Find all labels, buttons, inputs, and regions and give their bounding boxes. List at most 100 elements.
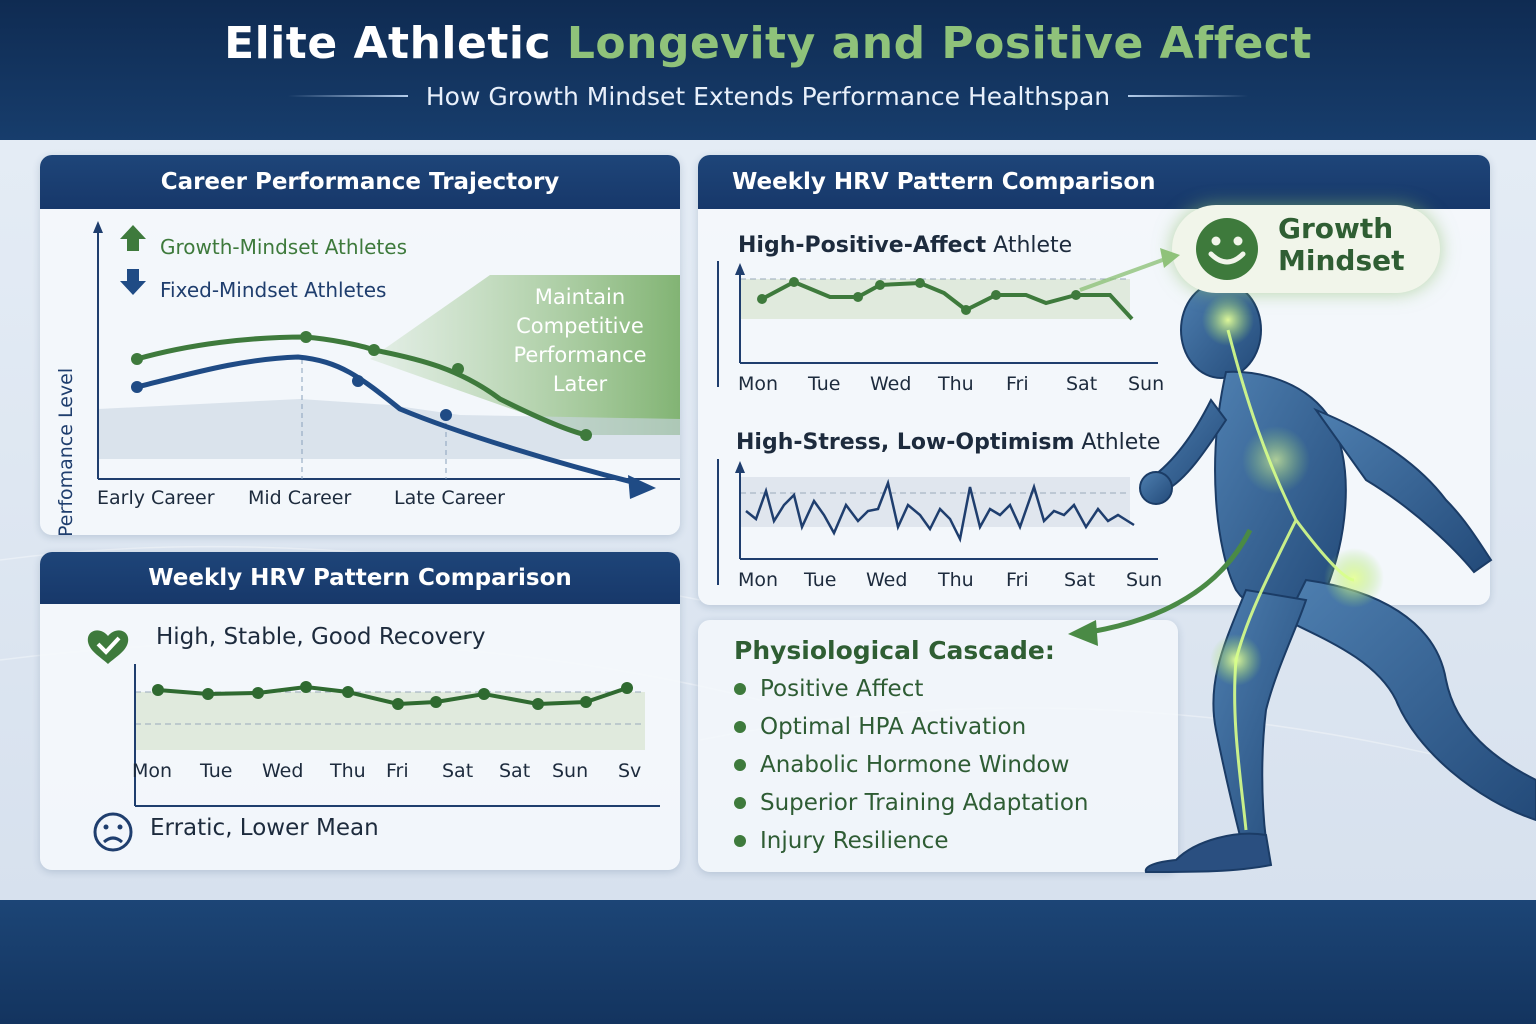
title-main: Elite Athletic (224, 18, 552, 69)
bullet-icon (734, 721, 746, 733)
cascade-list: Positive Affect Optimal HPA Activation A… (734, 676, 1088, 854)
runner-front-leg (1212, 588, 1308, 841)
subtitle-divider-right (1128, 95, 1249, 97)
cascade-item: Superior Training Adaptation (734, 790, 1088, 816)
hrv-point (202, 688, 214, 700)
cascade-item-label: Superior Training Adaptation (760, 790, 1089, 816)
day-label: Wed (866, 569, 908, 591)
smiley-icon (1196, 218, 1258, 280)
bullet-icon (734, 835, 746, 847)
runner-rear-arm (1313, 407, 1493, 574)
athlete-b-rest: Athlete (1081, 430, 1161, 455)
performance-annotation: Maintain Competitive Performance Later (480, 283, 680, 399)
athlete-b-strong: High-Stress, Low-Optimism (736, 430, 1075, 455)
down-arrow-icon (120, 269, 146, 295)
check-icon (96, 636, 121, 655)
growth-point (131, 353, 143, 365)
hip-glow (1324, 548, 1384, 608)
day-label: Sat (1066, 373, 1098, 395)
sad-face-eye (103, 824, 109, 830)
hrv-point (152, 684, 164, 696)
cascade-title: Physiological Cascade: (734, 636, 1055, 665)
career-trajectory-panel: Career Performance Trajectory Growth-Min… (40, 155, 680, 535)
fixed-line-arrow-icon (628, 475, 656, 499)
legend-fixed: Fixed-Mindset Athletes (160, 278, 387, 302)
header-band: Elite Athletic Longevity and Positive Af… (0, 0, 1536, 140)
cascade-item-label: Anabolic Hormone Window (760, 752, 1070, 778)
fixed-point (440, 409, 452, 421)
hrv-point (621, 682, 633, 694)
annotation-line: Performance (513, 343, 647, 367)
hrv-a-line (761, 279, 1134, 321)
day-label: Fri (1006, 569, 1029, 591)
day-label: Sun (552, 760, 589, 782)
hrv-stable-chart (87, 630, 660, 852)
hrv-point (580, 696, 592, 708)
bubble-line-2: Mindset (1278, 244, 1405, 277)
y-axis-label: Perfomance Level (55, 367, 77, 535)
x-label-early: Early Career (97, 487, 215, 509)
growth-point (452, 363, 464, 375)
day-label: Sat (1064, 569, 1096, 591)
bubble-label: Growth Mindset (1278, 213, 1404, 277)
sad-face-eye (117, 824, 123, 830)
day-label: Wed (262, 760, 304, 782)
growth-point (580, 429, 592, 441)
bullet-icon (734, 759, 746, 771)
fixed-point (131, 381, 143, 393)
athlete-a-strong: High-Positive-Affect (738, 233, 987, 258)
annotation-area (370, 275, 680, 435)
hrv-low-label: Erratic, Lower Mean (150, 815, 379, 841)
hrv-a-point (915, 278, 925, 288)
day-label: Tue (804, 569, 837, 591)
hrv-a-point (875, 280, 885, 290)
athlete-a-rest: Athlete (993, 233, 1073, 258)
hrv-a-point (853, 292, 863, 302)
athlete-b-label: High-Stress, Low-Optimism Athlete (736, 430, 1160, 455)
subtitle-row: How Growth Mindset Extends Performance H… (0, 80, 1536, 112)
day-label: Sun (1128, 373, 1165, 395)
runner-rear-leg (1284, 578, 1536, 822)
day-label: Tue (808, 373, 841, 395)
hrv-b-line (745, 478, 1135, 543)
bullet-icon (734, 683, 746, 695)
up-arrow-icon (120, 225, 146, 251)
cascade-item: Anabolic Hormone Window (734, 752, 1088, 778)
hrv-point (342, 686, 354, 698)
day-label: Sat (442, 760, 474, 782)
cascade-item: Optimal HPA Activation (734, 714, 1088, 740)
day-label: Thu (938, 373, 974, 395)
sad-face-mouth (103, 836, 123, 844)
x-label-late: Late Career (394, 487, 505, 509)
annotation-line: Maintain (534, 285, 626, 309)
axis-a-arrow-icon (735, 263, 745, 275)
hrv-a-point (1071, 290, 1081, 300)
title-accent: Longevity and Positive Affect (566, 18, 1312, 69)
hrv-left-panel: Weekly HRV Pattern Comparison High, Stab… (40, 552, 680, 870)
hrv-high-label: High, Stable, Good Recovery (156, 624, 486, 650)
day-label: Tue (200, 760, 233, 782)
page-title: Elite Athletic Longevity and Positive Af… (0, 18, 1536, 69)
day-label: Thu (938, 569, 974, 591)
runner-shoe (1144, 832, 1273, 874)
day-label: Fri (1006, 373, 1029, 395)
day-label: Wed (870, 373, 912, 395)
day-label: Mon (738, 373, 779, 395)
runner-fist (1139, 471, 1173, 505)
cascade-item-label: Optimal HPA Activation (760, 714, 1027, 740)
energy-pathway (1226, 329, 1355, 831)
brain-glow (1202, 294, 1254, 346)
page-subtitle: How Growth Mindset Extends Performance H… (425, 81, 1111, 111)
day-label: Thu (330, 760, 366, 782)
sad-face-icon (93, 812, 133, 852)
legend-growth: Growth-Mindset Athletes (160, 235, 407, 259)
growth-point (300, 331, 312, 343)
hrv-point (300, 681, 312, 693)
day-label: Sat (499, 760, 531, 782)
hrv-point (478, 688, 490, 700)
footer-band (0, 900, 1536, 1024)
fixed-point (352, 375, 364, 387)
runner-figure (1139, 281, 1536, 874)
hrv-a-point (991, 290, 1001, 300)
athlete-a-label: High-Positive-Affect Athlete (738, 233, 1072, 258)
